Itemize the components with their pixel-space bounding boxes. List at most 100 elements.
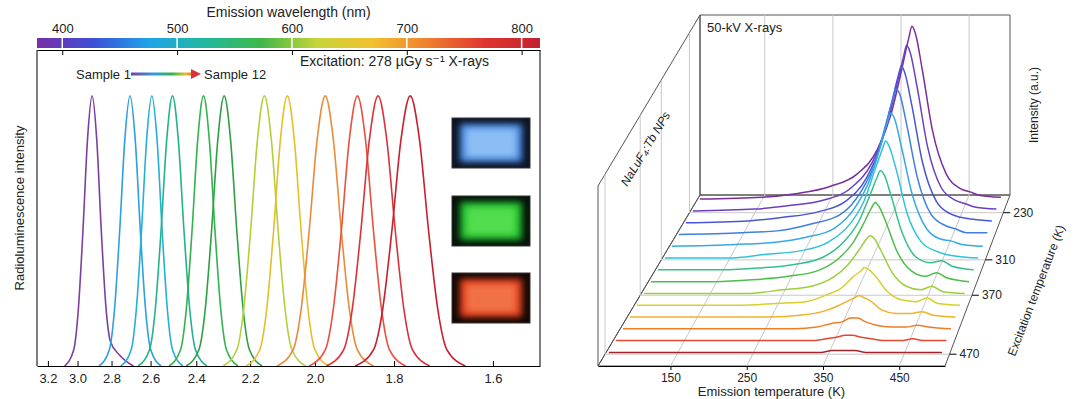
x-axis-title: Emission temperature (K) <box>698 384 845 399</box>
x-top-tick: 500 <box>167 21 189 55</box>
x-tick-label: 250 <box>737 371 757 385</box>
plot-area <box>65 96 466 366</box>
y-axis-line <box>37 50 38 366</box>
grid-line <box>832 15 833 195</box>
glow-curve <box>616 335 947 340</box>
x-tick-mark <box>747 366 748 370</box>
inset-glow <box>460 279 522 317</box>
x-bottom-tick: 3.2 <box>39 361 57 386</box>
x-bottom-tick-label: 1.8 <box>385 371 403 386</box>
grid-line <box>900 15 901 195</box>
x-bottom-tick-label: 2.6 <box>142 371 160 386</box>
plot-area <box>609 26 1001 352</box>
spectrum-line <box>138 96 207 366</box>
z-tick-mark <box>949 354 956 355</box>
x-top-tick-label: 600 <box>282 21 304 36</box>
z-tick-label: 470 <box>959 347 979 361</box>
z-tick-label: 310 <box>995 253 1015 267</box>
glow-curve <box>651 202 969 281</box>
x-top-tick-mark <box>522 50 523 55</box>
x-bottom-tick: 2.4 <box>188 361 206 386</box>
glow-curve <box>686 66 992 223</box>
x-bottom-tick-label: 2.2 <box>242 371 260 386</box>
glow-curve <box>623 318 951 329</box>
inset-glow <box>460 124 522 162</box>
inset-glow <box>460 202 522 240</box>
inset-background <box>452 118 530 168</box>
grid-line <box>764 15 765 195</box>
x-top-tick: 400 <box>52 21 74 55</box>
glow-curve <box>679 89 987 235</box>
inset-core <box>466 207 516 235</box>
y-axis-title: Radioluminescence intensity <box>12 125 27 290</box>
z-axis-title: Excitation temperature (K) <box>1005 223 1068 358</box>
spectrum-line <box>277 96 373 366</box>
x-tick-label: 450 <box>890 371 910 385</box>
x-bottom-tick-label: 3.0 <box>69 371 87 386</box>
y-axis-title: Intensity (a.u.) <box>1027 67 1041 143</box>
x-top-axis: 400 500 600 700 800 <box>38 21 541 55</box>
x-top-tick-label: 800 <box>511 21 533 36</box>
x-bottom-tick-mark <box>48 361 49 366</box>
inset-background <box>452 273 530 323</box>
x-tick-mark <box>670 366 671 370</box>
grid-line <box>661 259 985 260</box>
x-bottom-axis-line <box>38 366 541 367</box>
left-chart: 400 500 600 700 800 3.2 3.0 2.8 2.6 2.4 2.2 2.0 1.8 1… <box>12 4 541 386</box>
spectrum-line <box>246 96 329 366</box>
grid-line <box>969 15 970 195</box>
colorbar-separator <box>521 38 523 48</box>
x-axis-title: Emission wavelength (nm) <box>206 4 370 20</box>
x-top-tick-mark <box>177 50 178 55</box>
glow-curve <box>609 351 942 353</box>
back-wall <box>700 15 1010 195</box>
x-top-tick: 600 <box>282 21 304 55</box>
x-tick-label: 150 <box>661 371 681 385</box>
annotation: 50-kV X-rays <box>707 20 783 35</box>
x-tick: 150 <box>661 366 681 385</box>
x-bottom-tick-label: 3.2 <box>39 371 57 386</box>
inset-photo <box>452 273 530 323</box>
colorbar-separator <box>62 38 64 48</box>
x-bottom-tick-mark <box>151 361 152 366</box>
grid-line <box>689 33 690 213</box>
inset-photo <box>452 118 530 168</box>
colorbar-separator <box>176 38 178 48</box>
x-tick-mark <box>823 366 824 370</box>
x-bottom-tick: 2.0 <box>306 361 324 386</box>
wavelength-colorbar <box>37 38 540 48</box>
figure: 400 500 600 700 800 3.2 3.0 2.8 2.6 2.4 2.2 2.0 1.8 1… <box>0 0 1080 399</box>
x-top-tick-mark <box>62 50 63 55</box>
inset-background <box>452 196 530 246</box>
spectrum-line <box>65 96 134 366</box>
x-bottom-axis: 3.2 3.0 2.8 2.6 2.4 2.2 2.0 1.8 1.6 <box>38 361 541 386</box>
x-top-tick: 700 <box>396 21 418 55</box>
grid-line <box>605 354 949 355</box>
annotation-arrowhead <box>191 69 201 79</box>
x-bottom-tick-label: 2.4 <box>188 371 206 386</box>
grid-line <box>605 174 606 354</box>
x-bottom-tick: 2.8 <box>103 361 121 386</box>
grid-line <box>661 80 662 260</box>
colorbar-separator <box>291 38 293 48</box>
x-bottom-tick-label: 2.8 <box>103 371 121 386</box>
x-top-tick: 800 <box>511 21 533 55</box>
annotation: Sample 12 <box>204 67 266 82</box>
annotation: Excitation: 278 µGy s⁻¹ X-rays <box>300 53 489 69</box>
floor <box>598 195 1010 366</box>
x-bottom-tick: 1.8 <box>385 361 403 386</box>
inset-core <box>466 284 516 312</box>
glow-curve <box>644 236 965 294</box>
x-tick: 350 <box>813 366 833 385</box>
x-bottom-tick: 3.0 <box>69 361 87 386</box>
x-bottom-tick-mark <box>112 361 113 366</box>
glow-curve <box>693 45 996 211</box>
x-tick: 250 <box>737 366 757 385</box>
x-bottom-tick: 2.2 <box>242 361 260 386</box>
spectrum-line <box>99 96 161 366</box>
x-axis: 150 250 350 450 <box>599 366 946 385</box>
x-top-tick-mark <box>292 50 293 55</box>
x-tick-mark <box>899 366 900 370</box>
x-bottom-tick: 1.6 <box>484 361 502 386</box>
x-bottom-tick-mark <box>493 361 494 366</box>
